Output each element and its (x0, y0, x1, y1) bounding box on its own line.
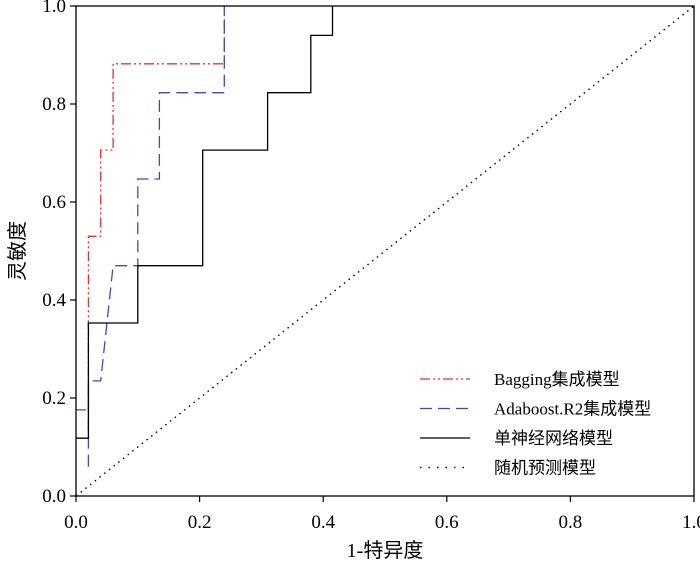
series-line-1 (87, 6, 225, 467)
y-axis-title: 灵敏度 (6, 221, 29, 281)
axis-ticks: 0.0 0.2 0.4 0.6 0.8 1.0 0.0 0.2 0.4 0.6 0.8 1.0 (42, 0, 700, 533)
y-tick-label-4: 0.8 (42, 94, 66, 115)
legend-label-3: 随机预测模型 (494, 459, 596, 478)
y-tick-label-2: 0.4 (42, 290, 66, 311)
plot-marks (75, 5, 695, 497)
y-tick-label-3: 0.6 (42, 192, 66, 213)
y-tick-label-0: 0.0 (42, 486, 66, 507)
x-tick-label-5: 1.0 (682, 512, 700, 533)
series-line-2 (76, 6, 334, 439)
series-line-3 (75, 5, 695, 497)
x-axis-title: 1-特异度 (347, 539, 424, 562)
x-tick-label-1: 0.2 (188, 512, 212, 533)
legend-label-1: Adaboost.R2集成模型 (494, 400, 651, 419)
x-tick-label-3: 0.6 (435, 512, 459, 533)
x-tick-label-2: 0.4 (311, 512, 335, 533)
x-tick-label-0: 0.0 (64, 512, 88, 533)
x-tick-label-4: 0.8 (559, 512, 583, 533)
legend-label-2: 单神经网络模型 (494, 429, 613, 448)
y-tick-label-1: 0.2 (42, 388, 66, 409)
y-tick-label-5: 1.0 (42, 0, 66, 17)
plot-frame (75, 5, 695, 497)
legend-label-0: Bagging集成模型 (494, 370, 620, 389)
